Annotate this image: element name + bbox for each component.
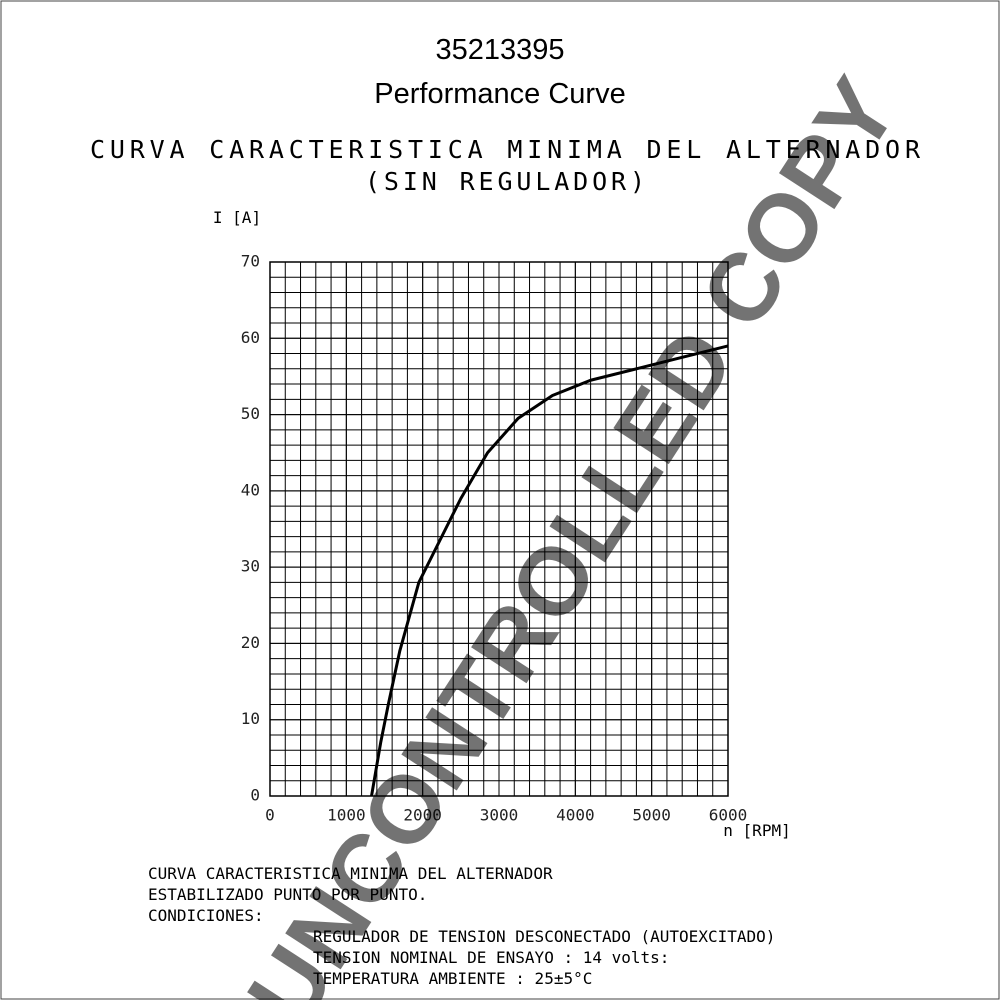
x-tick-label: 1000 — [327, 806, 366, 825]
y-tick-label: 30 — [241, 557, 260, 576]
x-axis-label: n [RPM] — [723, 821, 790, 840]
condition: TEMPERATURA AMBIENTE : 25±5°C — [313, 969, 592, 988]
x-tick-label: 3000 — [480, 806, 519, 825]
y-tick-label: 20 — [241, 633, 260, 652]
note: CURVA CARACTERISTICA MINIMA DEL ALTERNAD… — [148, 864, 553, 883]
x-tick-label: 6000 — [709, 806, 748, 825]
condition: TENSION NOMINAL DE ENSAYO : 14 volts: — [313, 948, 669, 967]
y-tick-label: 70 — [241, 252, 260, 271]
y-tick-label: 50 — [241, 404, 260, 423]
x-tick-label: 5000 — [632, 806, 671, 825]
x-tick-label: 2000 — [403, 806, 442, 825]
plot: 0 10 20 30 40 50 60 70 0 1000 2000 3000 4000 5000 6000 — [241, 252, 748, 825]
note: ESTABILIZADO PUNTO POR PUNTO. — [148, 885, 427, 904]
y-tick-label: 0 — [250, 786, 260, 805]
x-tick-label: 4000 — [556, 806, 595, 825]
condition: REGULADOR DE TENSION DESCONECTADO (AUTOE… — [313, 927, 775, 946]
y-axis-label: I [A] — [213, 208, 261, 227]
y-tick-label: 40 — [241, 480, 260, 499]
heading: (SIN REGULADOR) — [365, 167, 645, 196]
chart-title: 35213395 — [435, 34, 564, 66]
curve — [370, 344, 729, 797]
y-tick-label: 60 — [241, 328, 260, 347]
x-tick-label: 0 — [265, 806, 275, 825]
plot-border — [269, 261, 729, 797]
chart-subtitle: Performance Curve — [374, 78, 625, 110]
note: CONDICIONES: — [148, 906, 264, 925]
y-tick-label: 10 — [241, 709, 260, 728]
